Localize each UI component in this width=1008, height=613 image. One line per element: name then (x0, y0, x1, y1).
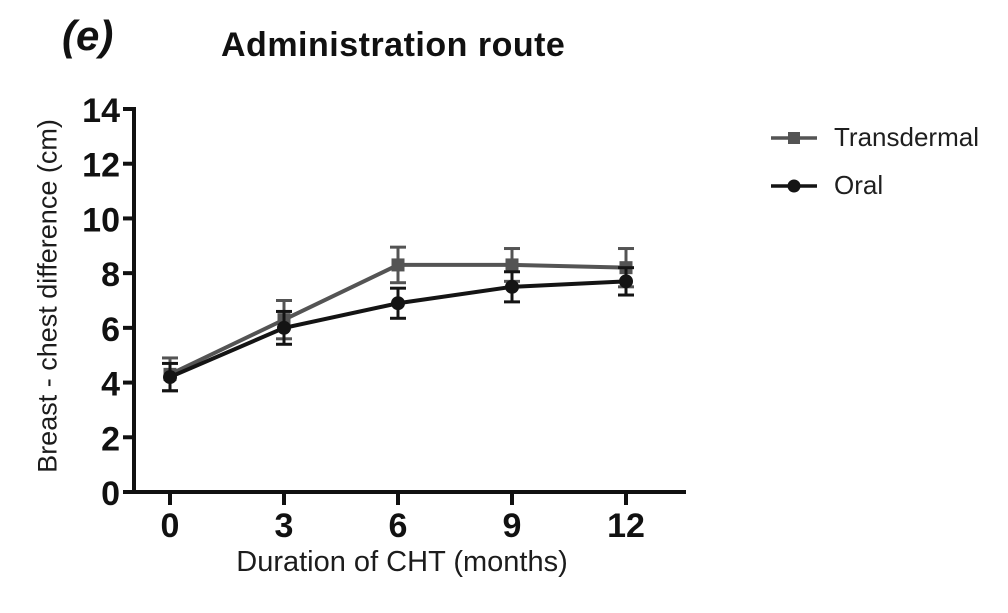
data-point-circle (277, 320, 291, 335)
y-tick-label: 8 (101, 256, 120, 294)
y-tick-label: 2 (101, 420, 120, 458)
y-tick-label: 0 (101, 475, 120, 513)
legend-swatch-circle-icon (771, 179, 817, 192)
legend-item-transdermal: Transdermal (771, 122, 979, 153)
chart-title: Administration route (221, 26, 566, 64)
x-tick-label: 0 (161, 507, 180, 545)
y-tick-label: 6 (101, 311, 120, 349)
data-point-square (505, 258, 519, 272)
data-point-circle (163, 370, 177, 385)
y-axis-label: Breast - chest difference (cm) (32, 119, 63, 473)
legend-item-oral: Oral (771, 170, 979, 201)
legend-swatch-square-icon (771, 131, 817, 144)
panel-label: (e) (62, 12, 114, 59)
y-tick-label: 4 (101, 366, 120, 404)
legend: Transdermal Oral (771, 122, 979, 201)
x-axis-label: Duration of CHT (months) (236, 546, 568, 578)
data-point-circle (619, 274, 633, 289)
y-tick-label: 12 (82, 147, 120, 185)
legend-label-transdermal: Transdermal (834, 122, 979, 152)
data-point-circle (505, 279, 519, 294)
legend-label-oral: Oral (834, 170, 884, 200)
y-tick-label: 10 (82, 201, 120, 239)
x-tick-label: 6 (389, 507, 408, 545)
x-tick-label: 3 (275, 507, 294, 545)
x-tick-label: 9 (503, 507, 522, 545)
x-tick-label: 12 (607, 507, 645, 545)
data-point-square (391, 258, 405, 272)
y-tick-label: 14 (82, 92, 120, 130)
data-point-circle (391, 296, 405, 311)
